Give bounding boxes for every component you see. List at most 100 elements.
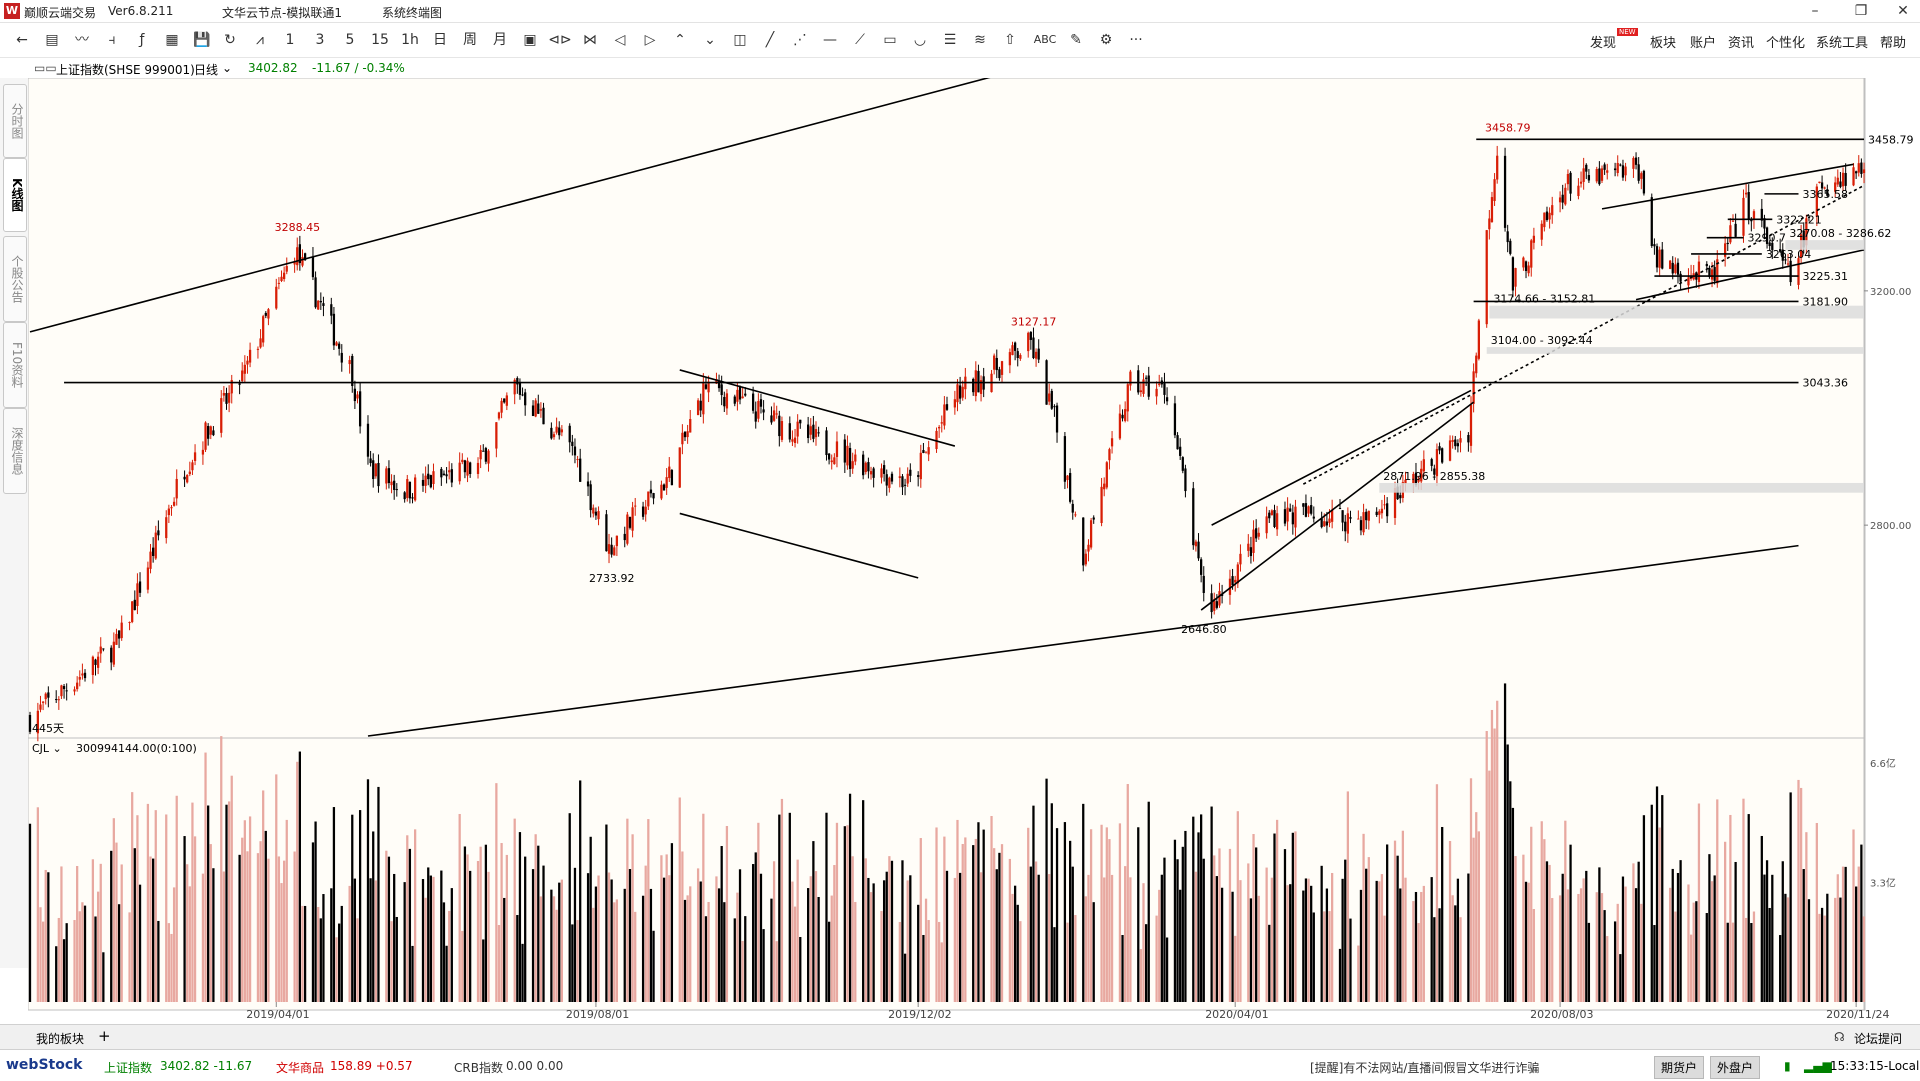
tab-timeshare[interactable]: 分时图 <box>3 84 27 158</box>
draw-fib-icon[interactable]: ☰ <box>943 32 957 48</box>
scroll-up-icon[interactable]: ⌃ <box>674 32 686 48</box>
draw-text-button[interactable]: ABC <box>1033 33 1057 46</box>
draw-hline-icon[interactable]: — <box>823 32 837 48</box>
candle-body <box>411 497 414 499</box>
volume-bar <box>372 831 375 1002</box>
tab-depth[interactable]: 深度信息 <box>3 408 27 494</box>
close-icon[interactable]: ✕ <box>1897 3 1909 19</box>
candle-body <box>102 648 105 650</box>
draw-segment-icon[interactable]: ⟋ <box>855 32 865 48</box>
volume-bar <box>935 827 938 1002</box>
menu-news[interactable]: 资讯 <box>1728 36 1755 51</box>
candle-body <box>1724 243 1727 257</box>
volume-bar <box>1488 770 1491 1002</box>
draw-wave-icon[interactable]: ≋ <box>974 32 986 48</box>
menu-discover[interactable]: 发现 <box>1590 36 1617 51</box>
line-chart-icon[interactable]: 〰 <box>75 32 89 48</box>
candle-body <box>212 430 215 436</box>
draw-arrow-icon[interactable]: ⇧ <box>1004 32 1016 48</box>
period-1min-button[interactable]: 1 <box>285 32 295 48</box>
tab-kline[interactable]: K线图 <box>3 158 27 232</box>
period-day-button[interactable]: 日 <box>433 32 447 48</box>
candle-body <box>1312 516 1315 519</box>
candle-body <box>513 379 516 395</box>
forum-button[interactable]: 论坛提问 <box>1854 1032 1903 1046</box>
grid-icon[interactable]: ▦ <box>165 32 179 48</box>
instrument-name[interactable]: 上证指数(SHSE 999001) <box>56 63 195 77</box>
zoom-in-icon[interactable]: ⊲⊳ <box>548 32 572 48</box>
kline-chart[interactable]: 3043.36 3181.90 3225.31 3263.04 3290.7 3322.2… <box>27 73 1920 1023</box>
draw-ray-icon[interactable]: ⋰ <box>793 32 807 48</box>
volume-bar <box>1071 866 1074 1002</box>
period-week-button[interactable]: 周 <box>463 32 477 48</box>
calendar-icon[interactable]: ▣ <box>523 32 537 48</box>
period-month-button[interactable]: 月 <box>493 32 507 48</box>
back-arrow-icon[interactable]: ← <box>16 32 28 48</box>
period-1h-button[interactable]: 1h <box>401 32 419 48</box>
candle-body <box>699 400 702 411</box>
link-icon[interactable]: ▭▭ <box>34 61 57 75</box>
period-select[interactable]: 日线 <box>194 63 219 77</box>
menu-help[interactable]: 帮助 <box>1880 36 1907 51</box>
fraud-notice[interactable]: [提醒]有不法网站/直播间假冒文华进行诈骗 <box>1310 1061 1540 1075</box>
volume-bar <box>1176 859 1179 1002</box>
volume-bar <box>796 859 799 1002</box>
tab-f10[interactable]: F10资料 <box>3 322 27 408</box>
menu-system-tools[interactable]: 系统工具 <box>1816 36 1869 51</box>
refresh-icon[interactable]: ↻ <box>224 32 236 48</box>
scroll-left-icon[interactable]: ◁ <box>614 32 626 48</box>
menu-sector[interactable]: 板块 <box>1650 36 1677 51</box>
tab-my-board[interactable]: 我的板块 <box>36 1032 85 1046</box>
scroll-down-icon[interactable]: ⌄ <box>704 32 716 48</box>
settings-icon[interactable]: ⚙ <box>1099 32 1113 48</box>
window-label[interactable]: 系统终端图 <box>382 6 443 20</box>
minimize-icon[interactable]: – <box>1811 3 1819 19</box>
index3-name[interactable]: CRB指数 <box>454 1061 503 1075</box>
candle-icon[interactable]: ⫞ <box>108 32 116 48</box>
candle-body <box>110 647 113 663</box>
volume-bar <box>1110 874 1114 1002</box>
volume-bar <box>945 870 949 1002</box>
draw-arc-icon[interactable]: ◡ <box>913 32 927 48</box>
candle-body <box>835 441 839 457</box>
futures-account-button[interactable]: 期货户 <box>1654 1056 1705 1079</box>
indicator-icon[interactable]: ⩘ <box>256 32 264 48</box>
quote-list-icon[interactable]: ▤ <box>45 32 59 48</box>
index1-name[interactable]: 上证指数 <box>104 1061 153 1075</box>
volume-bar <box>738 869 742 1002</box>
volume-bar <box>1805 832 1808 1002</box>
menu-account[interactable]: 账户 <box>1690 36 1717 51</box>
node-label[interactable]: 文华云节点-模拟联通1 <box>222 6 342 20</box>
draw-rect-icon[interactable]: ▭ <box>883 32 897 48</box>
volume-bar <box>1836 874 1839 1002</box>
candle-body <box>1637 164 1640 181</box>
period-3min-button[interactable]: 3 <box>315 32 325 48</box>
volume-bar <box>1724 841 1727 1002</box>
save-icon[interactable]: 💾 <box>193 32 211 48</box>
forum-icon[interactable]: ☊ <box>1834 1030 1845 1044</box>
pen-icon[interactable]: ✎ <box>1070 32 1082 48</box>
volume-bar <box>725 825 729 1002</box>
restore-icon[interactable]: ❐ <box>1854 3 1868 19</box>
candle-body <box>403 492 406 500</box>
candle-body <box>707 381 710 393</box>
zoom-out-icon[interactable]: ⋈ <box>583 32 597 48</box>
function-icon[interactable]: ƒ <box>139 32 145 48</box>
period-5min-button[interactable]: 5 <box>345 32 355 48</box>
scroll-right-icon[interactable]: ▷ <box>644 32 656 48</box>
volume-bar <box>41 921 45 1002</box>
menu-personalize[interactable]: 个性化 <box>1766 36 1806 51</box>
foreign-account-button[interactable]: 外盘户 <box>1710 1056 1761 1079</box>
volume-bar <box>1655 786 1659 1002</box>
index2-name[interactable]: 文华商品 <box>276 1061 325 1075</box>
candle-body <box>1268 512 1271 519</box>
more-icon[interactable]: ··· <box>1129 32 1143 48</box>
draw-line-icon[interactable]: ╱ <box>765 32 775 48</box>
period-15min-button[interactable]: 15 <box>371 32 389 48</box>
tab-announcement[interactable]: 个股公告 <box>3 236 27 322</box>
add-board-button[interactable]: + <box>98 1027 111 1045</box>
candle-body <box>793 437 797 443</box>
chevron-down-icon[interactable]: ⌄ <box>222 61 233 75</box>
chart-area[interactable]: 3043.36 3181.90 3225.31 3263.04 3290.7 3322.2… <box>27 73 1920 1023</box>
layout-icon[interactable]: ◫ <box>733 32 747 48</box>
